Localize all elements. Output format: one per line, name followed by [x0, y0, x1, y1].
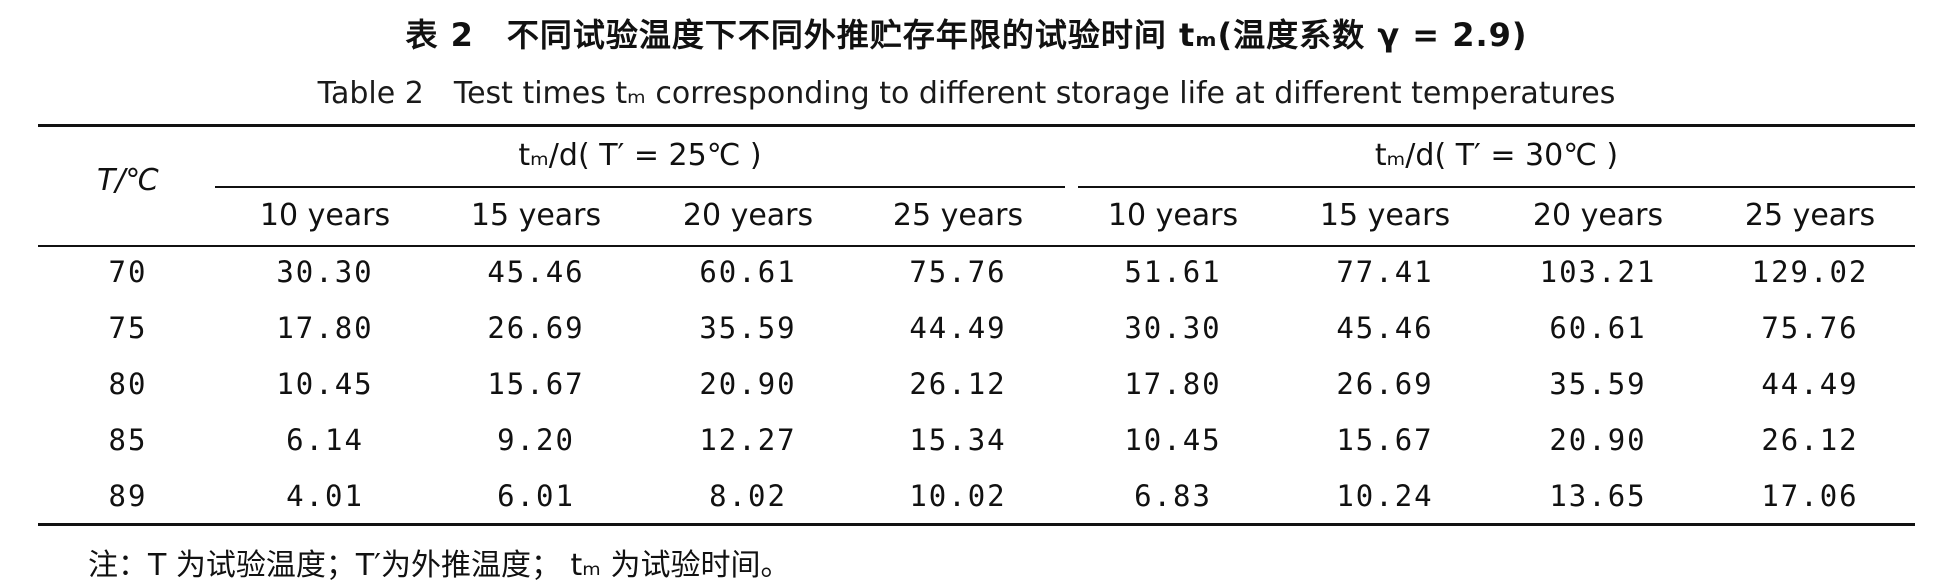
table-cell: 4.01 — [286, 479, 364, 513]
table-cell: 15.67 — [487, 367, 585, 401]
group-rule-30 — [1078, 186, 1915, 188]
column-header-3: 25 years — [892, 198, 1024, 233]
row-temperature: 75 — [108, 311, 148, 345]
table-cell: 44.49 — [1761, 367, 1859, 401]
table-cell: 13.65 — [1549, 479, 1647, 513]
column-header-5: 15 years — [1319, 198, 1451, 233]
bottom-rule — [38, 523, 1915, 526]
table-cell: 30.30 — [276, 255, 374, 289]
column-header-7: 25 years — [1744, 198, 1876, 233]
table-cell: 44.49 — [909, 311, 1007, 345]
table-cell: 17.80 — [1124, 367, 1222, 401]
row-temperature: 70 — [108, 255, 148, 289]
table-cell: 17.80 — [276, 311, 374, 345]
column-header-6: 20 years — [1532, 198, 1664, 233]
group-header-25: tₘ/d( T′ = 25℃ ) — [518, 138, 762, 173]
table-cell: 15.67 — [1336, 423, 1434, 457]
table-cell: 15.34 — [909, 423, 1007, 457]
header-rule — [38, 245, 1915, 247]
table-cell: 75.76 — [1761, 311, 1859, 345]
column-header-0: 10 years — [259, 198, 391, 233]
table-cell: 26.69 — [1336, 367, 1434, 401]
table-cell: 10.24 — [1336, 479, 1434, 513]
table-cell: 6.14 — [286, 423, 364, 457]
table-cell: 10.02 — [909, 479, 1007, 513]
table-cell: 60.61 — [1549, 311, 1647, 345]
table-cell: 26.12 — [1761, 423, 1859, 457]
table-caption-chinese: 表 2 不同试验温度下不同外推贮存年限的试验时间 tₘ(温度系数 γ = 2.9… — [405, 16, 1528, 54]
table-cell: 6.83 — [1134, 479, 1212, 513]
table-cell: 60.61 — [699, 255, 797, 289]
group-rule-25 — [215, 186, 1065, 188]
table-cell: 26.69 — [487, 311, 585, 345]
table-caption-english: Table 2 Test times tₘ corresponding to d… — [317, 76, 1616, 111]
group-header-30: tₘ/d( T′ = 30℃ ) — [1374, 138, 1619, 173]
row-temperature: 89 — [108, 479, 148, 513]
row-temperature: 80 — [108, 367, 148, 401]
table-cell: 51.61 — [1124, 255, 1222, 289]
table-cell: 129.02 — [1751, 255, 1869, 289]
table-cell: 35.59 — [699, 311, 797, 345]
table-cell: 10.45 — [1124, 423, 1222, 457]
table-cell: 103.21 — [1539, 255, 1657, 289]
table-cell: 26.12 — [909, 367, 1007, 401]
table-cell: 20.90 — [699, 367, 797, 401]
column-header-4: 10 years — [1107, 198, 1239, 233]
table-cell: 35.59 — [1549, 367, 1647, 401]
table-cell: 10.45 — [276, 367, 374, 401]
column-header-1: 15 years — [470, 198, 602, 233]
table-cell: 30.30 — [1124, 311, 1222, 345]
table-cell: 75.76 — [909, 255, 1007, 289]
table-cell: 45.46 — [487, 255, 585, 289]
table-cell: 77.41 — [1336, 255, 1434, 289]
table-cell: 17.06 — [1761, 479, 1859, 513]
row-header-temperature: T/℃ — [96, 163, 160, 198]
table-cell: 6.01 — [497, 479, 575, 513]
top-rule — [38, 124, 1915, 127]
table-cell: 8.02 — [709, 479, 787, 513]
table-cell: 12.27 — [699, 423, 797, 457]
table-cell: 45.46 — [1336, 311, 1434, 345]
table-cell: 9.20 — [497, 423, 575, 457]
table-note: 注：T 为试验温度；T′为外推温度； tₘ 为试验时间。 — [88, 548, 791, 583]
row-temperature: 85 — [108, 423, 148, 457]
column-header-2: 20 years — [682, 198, 814, 233]
table-cell: 20.90 — [1549, 423, 1647, 457]
